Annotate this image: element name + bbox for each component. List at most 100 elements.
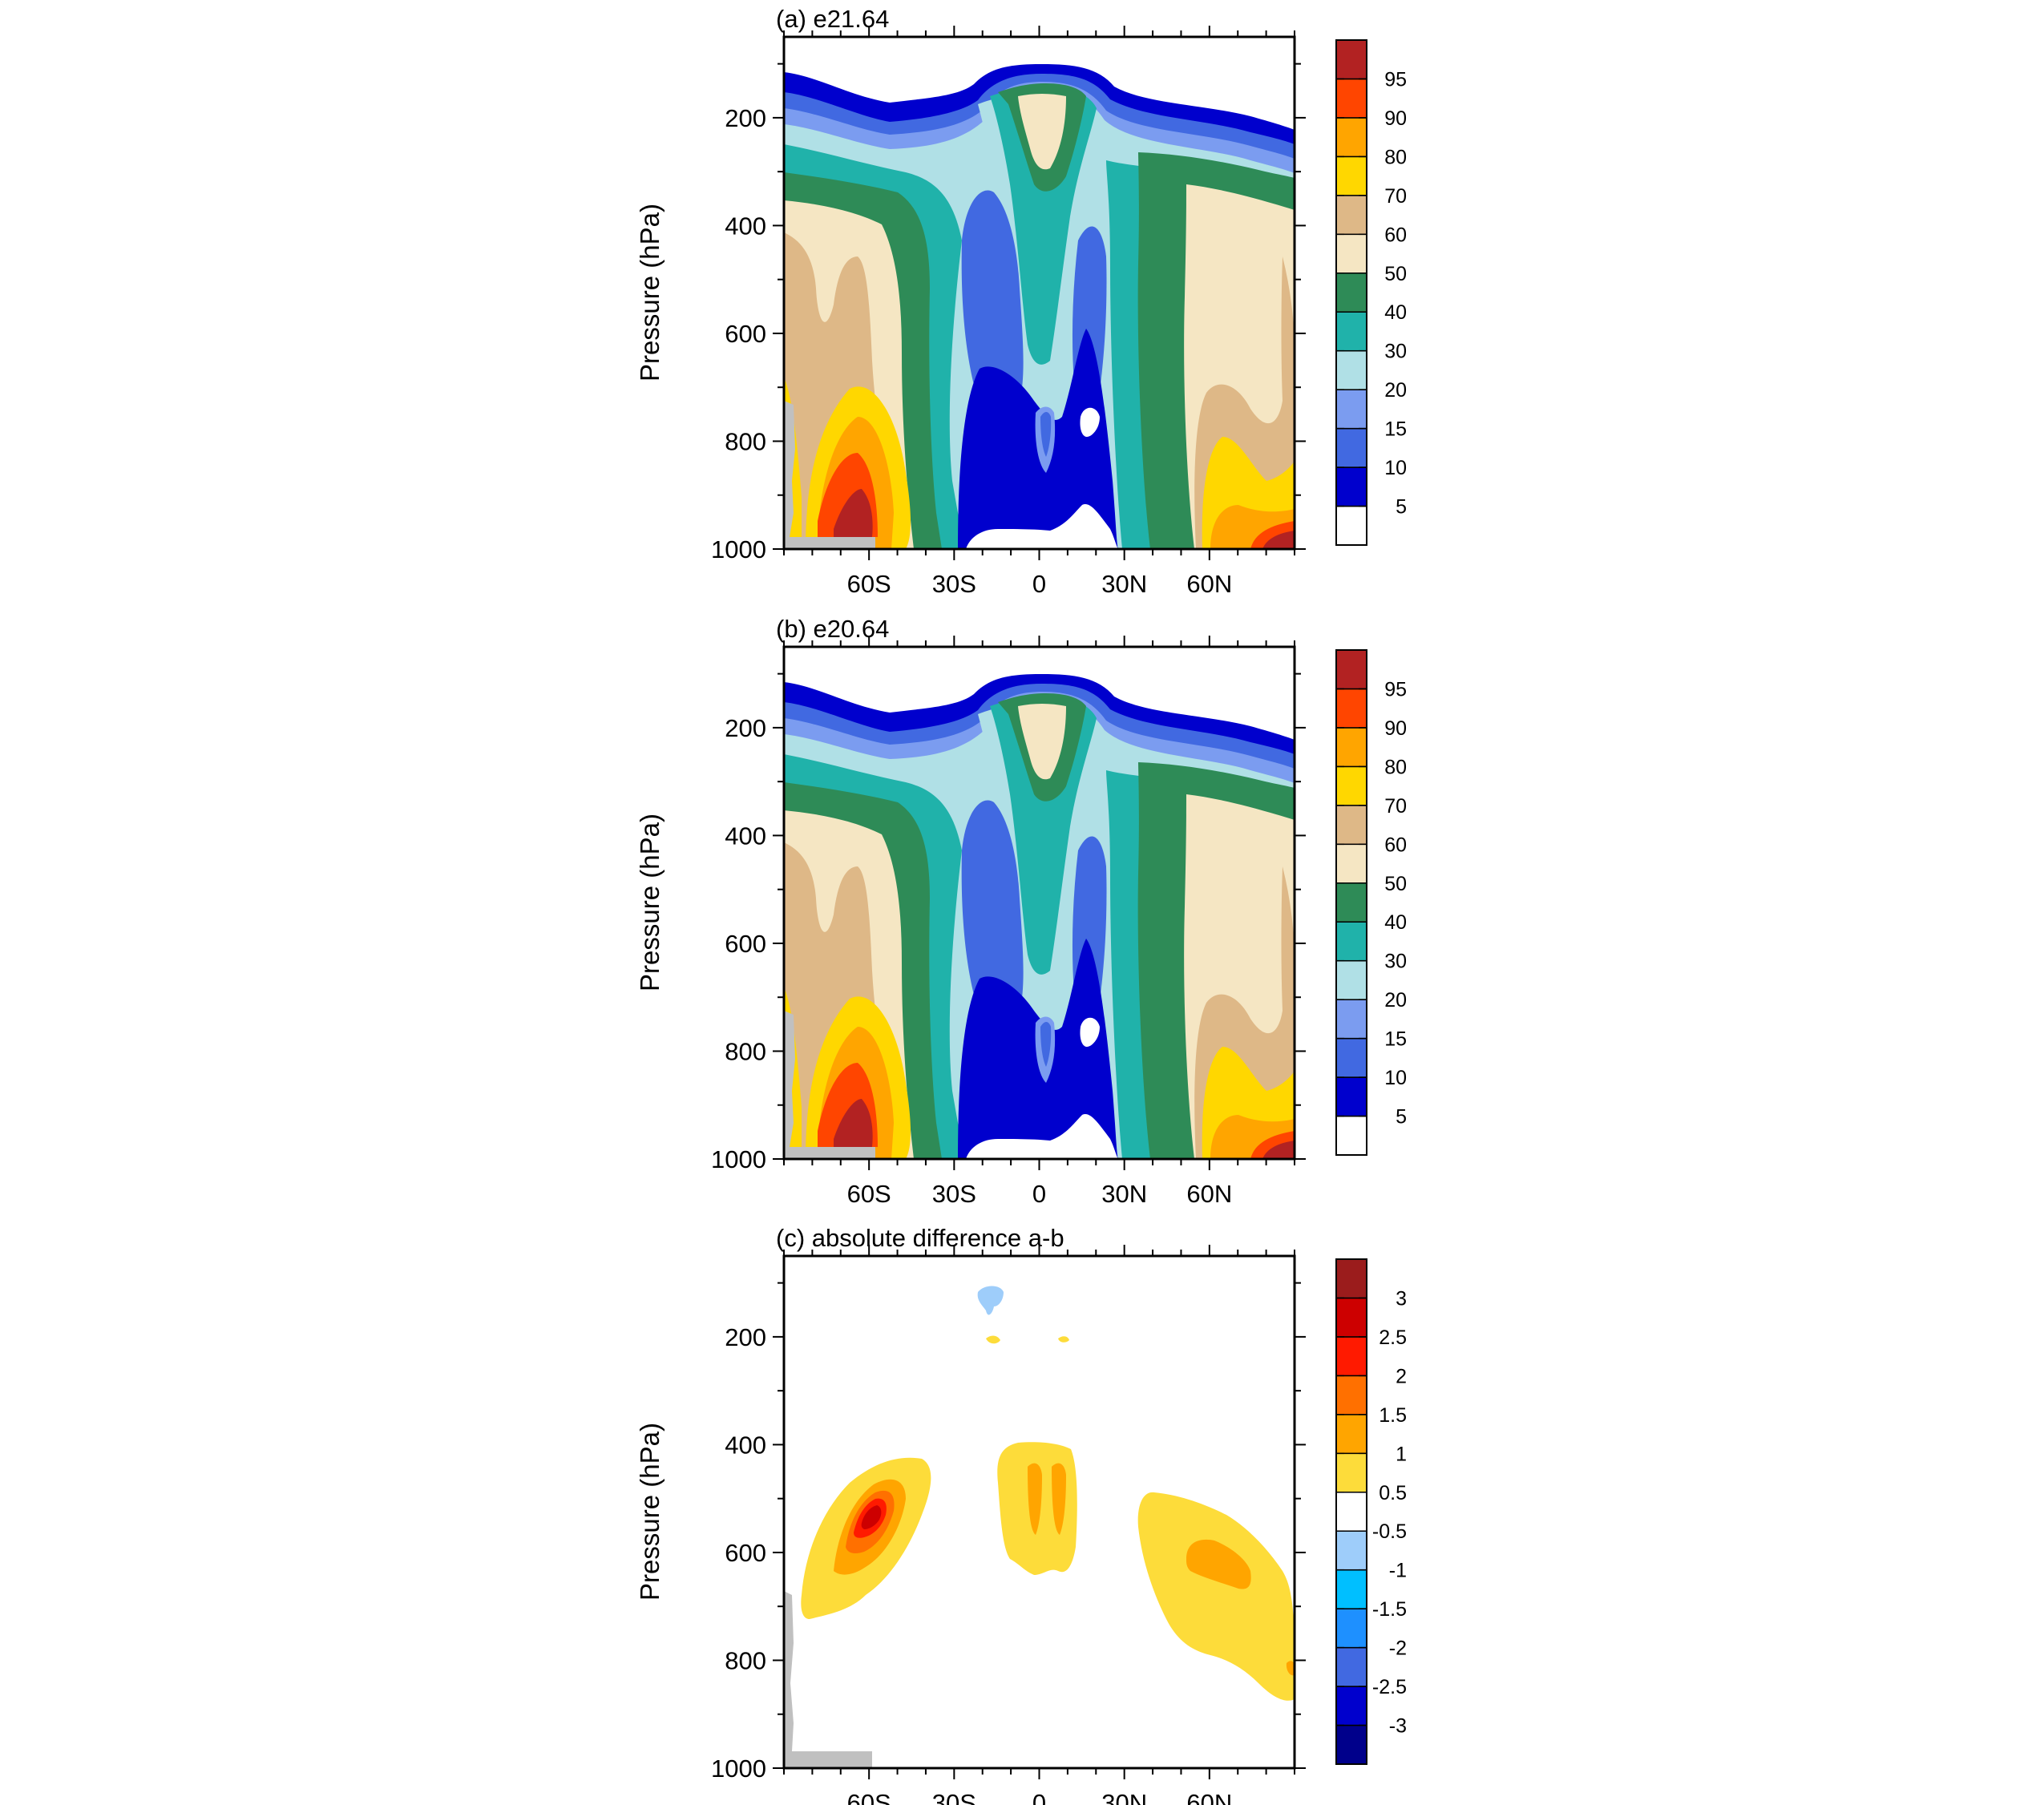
x-tick-label: 0 xyxy=(1032,1180,1046,1208)
colorbar-box xyxy=(1335,959,1367,1000)
colorbar-label: 80 xyxy=(1384,146,1407,168)
panel-a-ylabel: Pressure (hPa) xyxy=(635,204,665,382)
y-tick-label: 800 xyxy=(725,427,766,455)
colorbar-label: -0.5 xyxy=(1372,1520,1407,1543)
colorbar-label: 80 xyxy=(1384,756,1407,778)
colorbar-box xyxy=(1335,78,1367,119)
colorbar-label: -3 xyxy=(1389,1715,1407,1738)
colorbar-label: 2.5 xyxy=(1379,1326,1407,1349)
colorbar-box xyxy=(1335,843,1367,884)
colorbar-box xyxy=(1335,1076,1367,1117)
colorbar-label: -2.5 xyxy=(1372,1676,1407,1698)
colorbar-box xyxy=(1335,1724,1367,1765)
colorbar-label: 2 xyxy=(1396,1365,1407,1387)
x-tick-label: 0 xyxy=(1032,1789,1046,1805)
colorbar-label: 5 xyxy=(1396,1106,1407,1129)
colorbar-box xyxy=(1335,921,1367,962)
y-tick-label: 600 xyxy=(725,1539,766,1567)
colorbar-box xyxy=(1335,1336,1367,1377)
colorbar-box xyxy=(1335,273,1367,313)
colorbar-label: -1.5 xyxy=(1372,1598,1407,1621)
colorbar-box xyxy=(1335,1297,1367,1338)
colorbar-box xyxy=(1335,765,1367,806)
colorbar-label: -1 xyxy=(1389,1560,1407,1582)
colorbar-label: 60 xyxy=(1384,834,1407,856)
colorbar-label: 5 xyxy=(1396,496,1407,519)
x-tick-label: 60N xyxy=(1186,570,1232,598)
colorbar-label: 30 xyxy=(1384,341,1407,363)
colorbar-box xyxy=(1335,882,1367,923)
colorbar-box xyxy=(1335,233,1367,274)
panel-b-ylabel: Pressure (hPa) xyxy=(635,814,665,991)
panel-c: (c) absolute difference a-b xyxy=(635,1224,1407,1805)
panel-a-title: (a) e21.64 xyxy=(776,5,889,33)
y-tick-label: 600 xyxy=(725,320,766,348)
colorbar-box xyxy=(1335,155,1367,196)
colorbar-box xyxy=(1335,1037,1367,1078)
colorbar-label: 15 xyxy=(1384,418,1407,441)
colorbar-box xyxy=(1335,688,1367,729)
colorbar-box xyxy=(1335,727,1367,768)
y-tick-label: 600 xyxy=(725,930,766,958)
y-tick-label: 200 xyxy=(725,104,766,132)
colorbar-label: 50 xyxy=(1384,873,1407,895)
colorbar-box xyxy=(1335,805,1367,846)
colorbar-label: -2 xyxy=(1389,1637,1407,1660)
y-tick-label: 400 xyxy=(725,1431,766,1459)
panel-a: (a) e21.64 Pressure (hPa) 200 400 600 800 10… xyxy=(635,5,1407,598)
panel-a-contour-field xyxy=(784,64,1295,549)
y-tick-label: 800 xyxy=(725,1646,766,1674)
y-tick-label: 400 xyxy=(725,212,766,240)
y-tick-label: 1000 xyxy=(711,1755,766,1783)
y-tick-label: 1000 xyxy=(711,535,766,563)
colorbar-label: 30 xyxy=(1384,951,1407,973)
colorbar-label: 70 xyxy=(1384,185,1407,208)
panel-b-contour-field xyxy=(784,674,1295,1159)
colorbar-label: 20 xyxy=(1384,989,1407,1012)
panel-b-title: (b) e20.64 xyxy=(776,615,889,643)
colorbar-box xyxy=(1335,427,1367,468)
x-tick-label: 60S xyxy=(847,1789,891,1805)
colorbar-box xyxy=(1335,117,1367,158)
colorbar-label: 60 xyxy=(1384,224,1407,246)
panel-b-colorbar: 5 10 15 20 30 40 50 60 70 80 90 95 xyxy=(1335,649,1407,1156)
colorbar-label: 50 xyxy=(1384,263,1407,285)
colorbar-label: 1.5 xyxy=(1379,1404,1407,1427)
colorbar-box xyxy=(1335,1115,1367,1156)
colorbar-box xyxy=(1335,1492,1367,1532)
colorbar-box xyxy=(1335,1686,1367,1726)
colorbar-box xyxy=(1335,1452,1367,1493)
colorbar-box xyxy=(1335,1646,1367,1687)
panel-b: (b) e20.64 Pressure (hPa) 20040060080010… xyxy=(635,615,1407,1208)
x-tick-label: 30N xyxy=(1101,1789,1147,1805)
x-tick-label: 60N xyxy=(1186,1180,1232,1208)
colorbar-box xyxy=(1335,349,1367,390)
colorbar-label: 95 xyxy=(1384,68,1407,91)
x-tick-label: 60S xyxy=(847,1180,891,1208)
colorbar-box xyxy=(1335,466,1367,507)
x-tick-label: 60N xyxy=(1186,1789,1232,1805)
panel-c-contour-field xyxy=(784,1256,1295,1768)
x-tick-label: 30N xyxy=(1101,1180,1147,1208)
colorbar-box xyxy=(1335,1414,1367,1455)
y-tick-label: 200 xyxy=(725,1323,766,1351)
colorbar-label: 1 xyxy=(1396,1443,1407,1465)
colorbar-label: 40 xyxy=(1384,911,1407,934)
colorbar-box xyxy=(1335,1569,1367,1609)
colorbar-frame xyxy=(1335,649,1367,1156)
colorbar-box xyxy=(1335,1530,1367,1571)
x-tick-label: 30S xyxy=(932,1789,976,1805)
colorbar-label: 0.5 xyxy=(1379,1482,1407,1504)
colorbar-label: 70 xyxy=(1384,795,1407,818)
colorbar-label: 15 xyxy=(1384,1028,1407,1051)
x-tick-label: 30S xyxy=(932,1180,976,1208)
x-tick-label: 30S xyxy=(932,570,976,598)
y-tick-label: 200 xyxy=(725,714,766,742)
colorbar-box xyxy=(1335,389,1367,430)
y-tick-label: 400 xyxy=(725,822,766,850)
panel-a-colorbar: 5 10 15 20 30 40 50 60 70 80 90 95 xyxy=(1335,39,1407,546)
y-tick-label: 1000 xyxy=(711,1145,766,1173)
colorbar-label: 10 xyxy=(1384,1067,1407,1089)
panel-c-title: (c) absolute difference a-b xyxy=(776,1224,1064,1252)
colorbar-box xyxy=(1335,1258,1367,1299)
